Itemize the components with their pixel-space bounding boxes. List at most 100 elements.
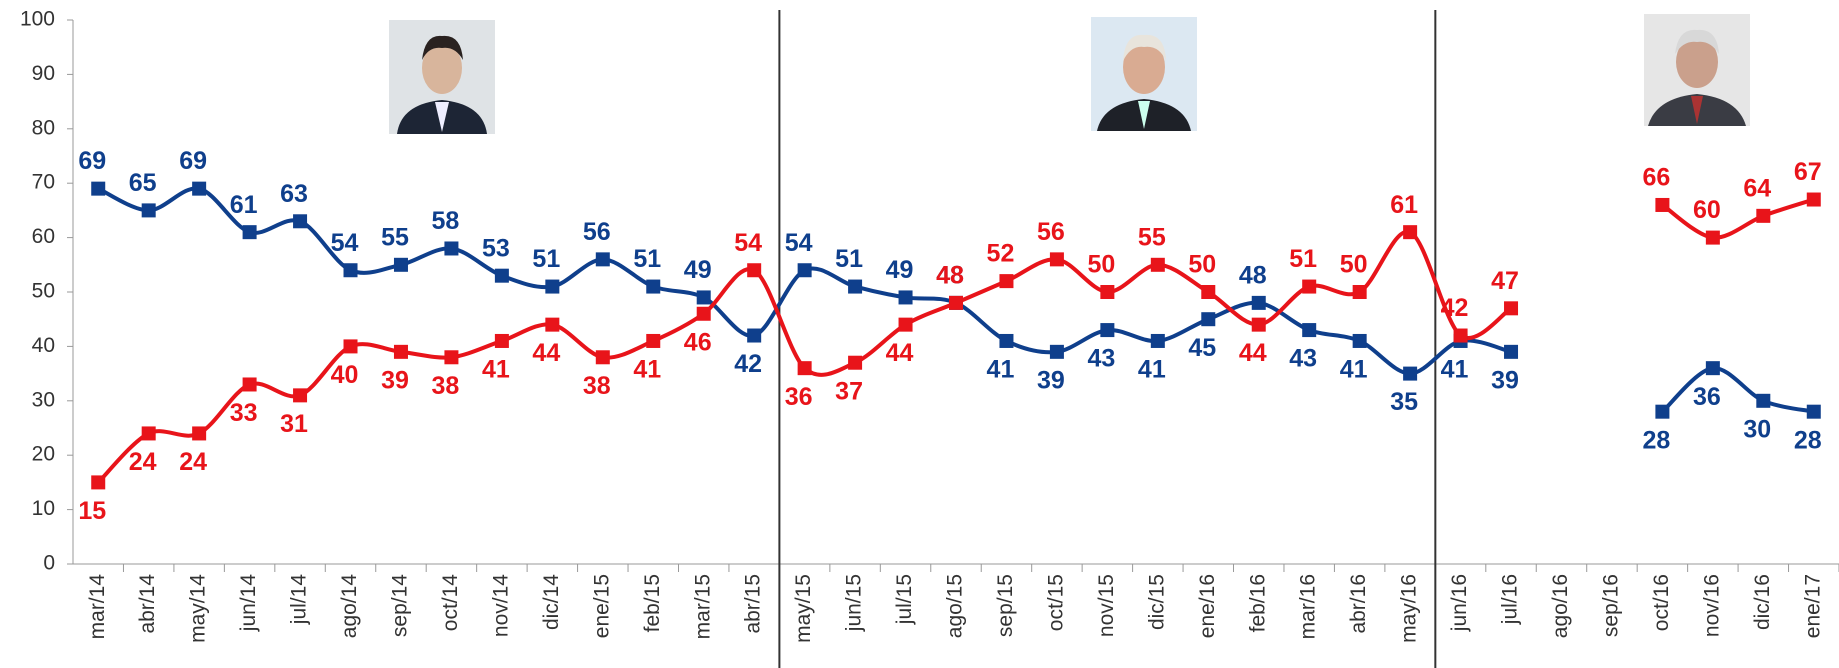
marker: [141, 203, 156, 218]
y-tick-label: 0: [43, 552, 55, 575]
x-tick-label: feb/16: [1246, 574, 1269, 632]
x-tick-label: jul/15: [893, 574, 916, 625]
marker: [696, 306, 711, 321]
data-label: 41: [482, 356, 510, 384]
x-tick-label: may/16: [1398, 574, 1421, 643]
x-tick-label: mar/15: [691, 574, 714, 639]
data-label: 49: [684, 256, 712, 284]
data-label: 39: [1037, 366, 1065, 394]
marker: [1251, 317, 1266, 332]
marker: [1705, 230, 1720, 245]
y-tick-label: 80: [32, 116, 55, 139]
marker: [1049, 252, 1064, 267]
x-tick-label: jun/15: [843, 574, 866, 632]
marker: [1100, 323, 1115, 338]
marker: [797, 361, 812, 376]
data-label: 44: [532, 339, 560, 367]
marker: [747, 328, 762, 343]
data-label: 51: [1289, 245, 1317, 273]
data-label: 61: [1390, 191, 1418, 219]
data-label: 54: [734, 229, 762, 257]
series-line: [1661, 366, 1815, 414]
portraits: [389, 14, 1750, 134]
marker: [494, 268, 509, 283]
x-tick-label: oct/16: [1650, 574, 1673, 631]
marker: [141, 426, 156, 441]
x-tick-label: mar/16: [1297, 574, 1320, 639]
x-tick-label: jun/16: [1448, 574, 1471, 632]
y-tick-label: 10: [32, 497, 55, 520]
marker: [1806, 404, 1821, 419]
data-label: 63: [280, 180, 308, 208]
marker: [1201, 285, 1216, 299]
data-label: 44: [1239, 339, 1267, 367]
data-label: 66: [1642, 164, 1670, 192]
marker: [999, 274, 1014, 289]
data-label: 65: [129, 169, 157, 197]
data-label: 35: [1390, 388, 1418, 416]
x-tick-label: dic/14: [540, 574, 563, 630]
data-label: 58: [432, 207, 460, 235]
marker: [646, 279, 661, 294]
data-label: 33: [230, 399, 258, 427]
marker: [747, 263, 762, 278]
data-label: 38: [583, 372, 611, 400]
marker: [1504, 301, 1519, 316]
y-tick-label: 30: [32, 388, 55, 411]
marker: [1251, 295, 1266, 310]
marker: [1302, 323, 1317, 338]
data-label: 30: [1743, 415, 1771, 443]
y-tick-label: 60: [32, 225, 55, 248]
marker: [1150, 333, 1165, 348]
marker: [595, 252, 610, 267]
data-label: 61: [230, 191, 258, 219]
data-label: 47: [1491, 267, 1519, 295]
data-label: 28: [1794, 426, 1822, 454]
marker: [393, 344, 408, 359]
marker: [242, 377, 257, 392]
marker: [192, 426, 207, 441]
data-label: 56: [1037, 218, 1065, 246]
x-tick-label: ago/16: [1549, 574, 1572, 638]
x-tick-label: nov/15: [1095, 574, 1118, 637]
x-tick-label: ene/16: [1196, 574, 1219, 638]
marker: [1756, 393, 1771, 408]
data-label: 15: [78, 497, 106, 525]
x-tick-label: may/15: [792, 574, 815, 643]
data-label: 48: [936, 261, 964, 289]
data-label: 43: [1289, 345, 1317, 373]
marker: [91, 181, 106, 196]
data-label: 41: [1340, 356, 1368, 384]
data-label: 54: [331, 229, 359, 257]
marker: [1756, 208, 1771, 223]
data-label: 48: [936, 261, 964, 289]
marker: [848, 355, 863, 370]
x-tick-label: jun/14: [237, 574, 260, 633]
data-label: 54: [785, 229, 813, 257]
data-label: 42: [734, 350, 762, 378]
marker: [1302, 279, 1317, 294]
marker: [1453, 328, 1468, 343]
data-label: 41: [633, 356, 661, 384]
marker: [646, 333, 661, 348]
data-label: 51: [532, 245, 560, 273]
marker: [293, 214, 308, 229]
marker: [1806, 192, 1821, 207]
x-tick-label: mar/14: [86, 574, 109, 640]
x-tick-label: abr/15: [742, 574, 765, 634]
x-tick-label: jul/14: [288, 574, 311, 626]
marker: [545, 317, 560, 332]
x-tick-label: abr/16: [1347, 574, 1370, 634]
marker: [343, 263, 358, 278]
data-label: 53: [482, 234, 510, 262]
x-tick-label: nov/14: [489, 574, 512, 637]
marker: [1403, 366, 1418, 381]
marker: [797, 263, 812, 278]
data-label: 42: [1441, 294, 1469, 322]
x-tick-label: nov/16: [1700, 574, 1723, 637]
x-tick-label: oct/14: [439, 574, 462, 632]
x-tick-label: sep/15: [994, 574, 1017, 637]
marker: [242, 225, 257, 240]
data-label: 50: [1340, 251, 1368, 279]
